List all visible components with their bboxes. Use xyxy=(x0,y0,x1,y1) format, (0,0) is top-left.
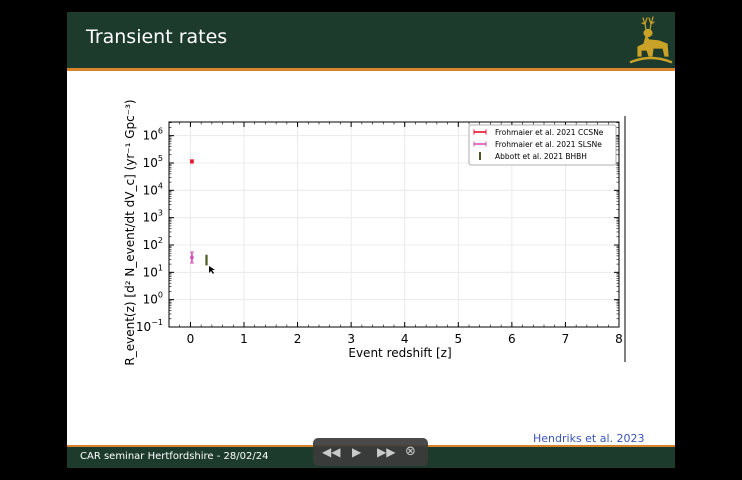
rewind-icon[interactable]: ◀◀ xyxy=(322,445,341,459)
close-icon[interactable]: ⊗ xyxy=(405,444,416,459)
x-tick-label: 4 xyxy=(401,332,409,346)
x-tick-label: 0 xyxy=(187,332,195,346)
slide-title: Transient rates xyxy=(86,26,228,48)
legend-label: Frohmaier et al. 2021 SLSNe xyxy=(495,140,602,149)
stag-logo-icon xyxy=(629,16,673,64)
legend-box xyxy=(468,124,617,166)
data-marker xyxy=(190,255,194,260)
legend-label: Abbott et al. 2021 BHBH xyxy=(495,152,587,161)
y-tick-label: 101 xyxy=(143,263,163,279)
mouse-cursor-icon xyxy=(209,266,215,274)
fast-forward-icon[interactable]: ▶▶ xyxy=(377,445,396,459)
x-tick-label: 6 xyxy=(508,332,516,346)
citation: Hendriks et al. 2023 xyxy=(533,432,645,445)
footer-text: CAR seminar Hertfordshire - 28/02/24 xyxy=(80,451,269,462)
x-tick-label: 8 xyxy=(615,332,623,346)
transient-rates-chart: 0 1 2 3 4 5 6 7 8 10−1 100 101 102 103 104 105 106 Event … xyxy=(123,99,626,366)
x-tick-label: 2 xyxy=(294,332,302,346)
x-tick-label: 5 xyxy=(454,332,462,346)
y-tick-label: 10−1 xyxy=(136,318,163,334)
y-tick-label: 100 xyxy=(143,291,163,307)
data-marker xyxy=(190,159,194,164)
slide: Transient rates 0 1 2 3 4 5 6 7 8 10−1 100 101 102 10… xyxy=(67,12,675,468)
y-tick-label: 103 xyxy=(143,209,163,225)
header-divider xyxy=(67,68,675,71)
x-tick-label: 7 xyxy=(562,332,570,346)
y-tick-label: 102 xyxy=(143,236,163,252)
play-icon[interactable]: ▶ xyxy=(352,445,362,459)
data-point-0 xyxy=(189,159,194,164)
y-tick-label: 104 xyxy=(143,181,163,197)
x-axis-label: Event redshift [z] xyxy=(348,346,451,360)
y-tick-label: 106 xyxy=(143,127,163,143)
slide-header: Transient rates xyxy=(67,12,675,68)
media-player-controls: ◀◀ ▶ ▶▶ ⊗ xyxy=(313,438,428,466)
x-tick-label: 3 xyxy=(347,332,355,346)
y-axis-label: R_event(z) [d² N_event/dt dV_c] (yr⁻¹ Gp… xyxy=(123,99,137,365)
data-point-1 xyxy=(189,251,194,264)
x-tick-label: 1 xyxy=(240,332,248,346)
legend-label: Frohmaier et al. 2021 CCSNe xyxy=(495,128,604,137)
y-tick-label: 105 xyxy=(143,154,163,170)
